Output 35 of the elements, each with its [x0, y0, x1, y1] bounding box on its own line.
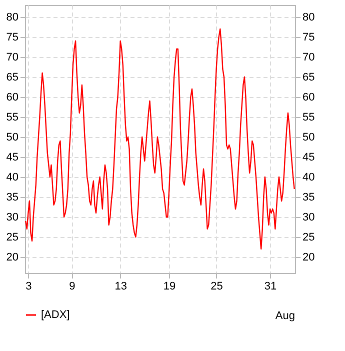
y-tick-label: 55 — [6, 112, 18, 124]
y2-tick-label: 70 — [302, 52, 315, 64]
y2-tick-label: 50 — [302, 132, 315, 144]
y-tick-label: 60 — [6, 92, 18, 104]
y2-tick-label: 80 — [302, 12, 315, 24]
y-tick-label: 20 — [6, 252, 18, 264]
legend-label: [ADX] — [41, 309, 70, 321]
y-tick-label: 40 — [6, 172, 18, 184]
y2-tick-label: 20 — [302, 252, 315, 264]
y-tick-label: 70 — [6, 52, 18, 64]
x-tick-label: 3 — [26, 280, 32, 292]
y-tick-label: 25 — [6, 232, 18, 244]
line-series — [25, 28, 295, 250]
x-tick-label: 31 — [264, 280, 277, 292]
y2-tick-label: 25 — [302, 232, 315, 244]
y-tick-label: 35 — [6, 192, 18, 204]
x-tick-label: 9 — [69, 280, 76, 292]
y2-tick-label: 60 — [302, 92, 315, 104]
y2-tick-label: 65 — [302, 72, 315, 84]
y-tick-label: 75 — [6, 32, 18, 44]
y2-tick-label: 75 — [302, 32, 315, 44]
y-tick-label: 30 — [6, 212, 18, 224]
y2-tick-label: 55 — [302, 112, 315, 124]
y-tick-label: 80 — [6, 12, 18, 24]
y2-tick-label: 40 — [302, 172, 315, 184]
y2-tick-label: 30 — [302, 212, 315, 224]
x-tick-label: 13 — [114, 280, 127, 292]
x-tick-label: 25 — [210, 280, 223, 292]
y-tick-label: 45 — [6, 152, 18, 164]
x-tick-label: 19 — [163, 280, 176, 292]
y-tick-label: 65 — [6, 72, 18, 84]
y2-tick-label: 45 — [302, 152, 315, 164]
y2-tick-label: 35 — [302, 192, 315, 204]
text: Aug — [275, 310, 295, 322]
y-tick-label: 50 — [6, 132, 18, 144]
